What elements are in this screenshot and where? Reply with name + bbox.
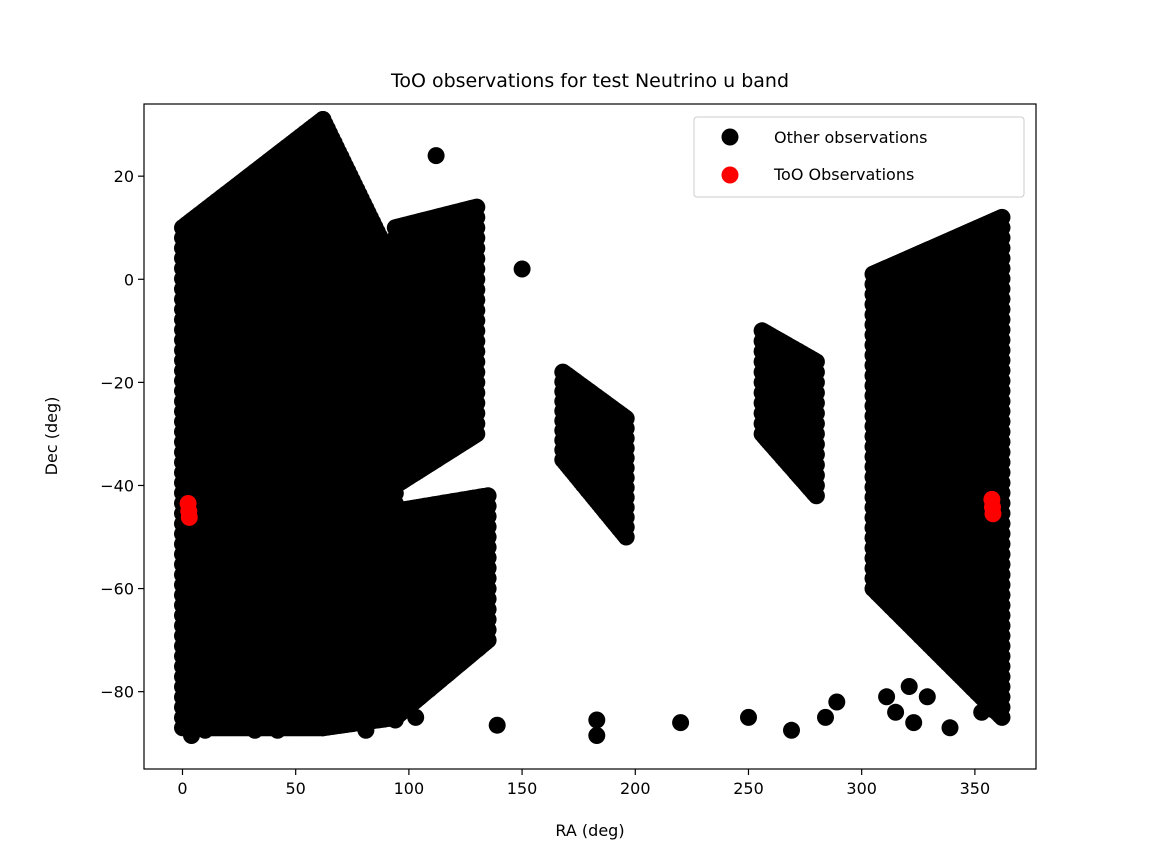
chart-title: ToO observations for test Neutrino u ban… xyxy=(390,70,789,92)
data-points xyxy=(174,111,1011,744)
